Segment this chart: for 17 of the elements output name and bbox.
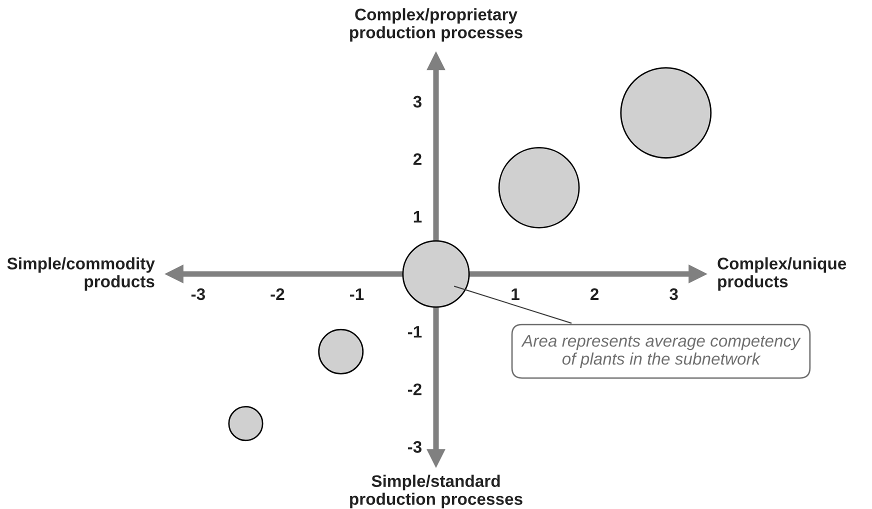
y-tick-label: 3 [413, 96, 422, 108]
y-tick-label: -1 [408, 326, 422, 338]
x-tick-label: -2 [270, 288, 284, 300]
x-tick-label: 3 [670, 288, 678, 300]
y-tick-label: -2 [408, 383, 422, 396]
x-tick-label: -3 [191, 288, 205, 300]
y-tick-label: -3 [408, 440, 422, 453]
text: Simple/commodity products [7, 257, 155, 291]
annotation: Area represents average competency of plants in the subnetwork [521, 335, 801, 368]
y-tick-label: 1 [414, 211, 422, 222]
y-tick-label: 2 [413, 153, 422, 165]
x-tick-label: 1 [512, 288, 520, 300]
text: Complex/unique products [718, 257, 846, 291]
text: Complex/proprietary production processes [350, 8, 522, 42]
text: Simple/standard production processes [350, 474, 522, 508]
x-tick-label: 2 [590, 288, 599, 300]
x-tick-label: -1 [350, 288, 364, 300]
